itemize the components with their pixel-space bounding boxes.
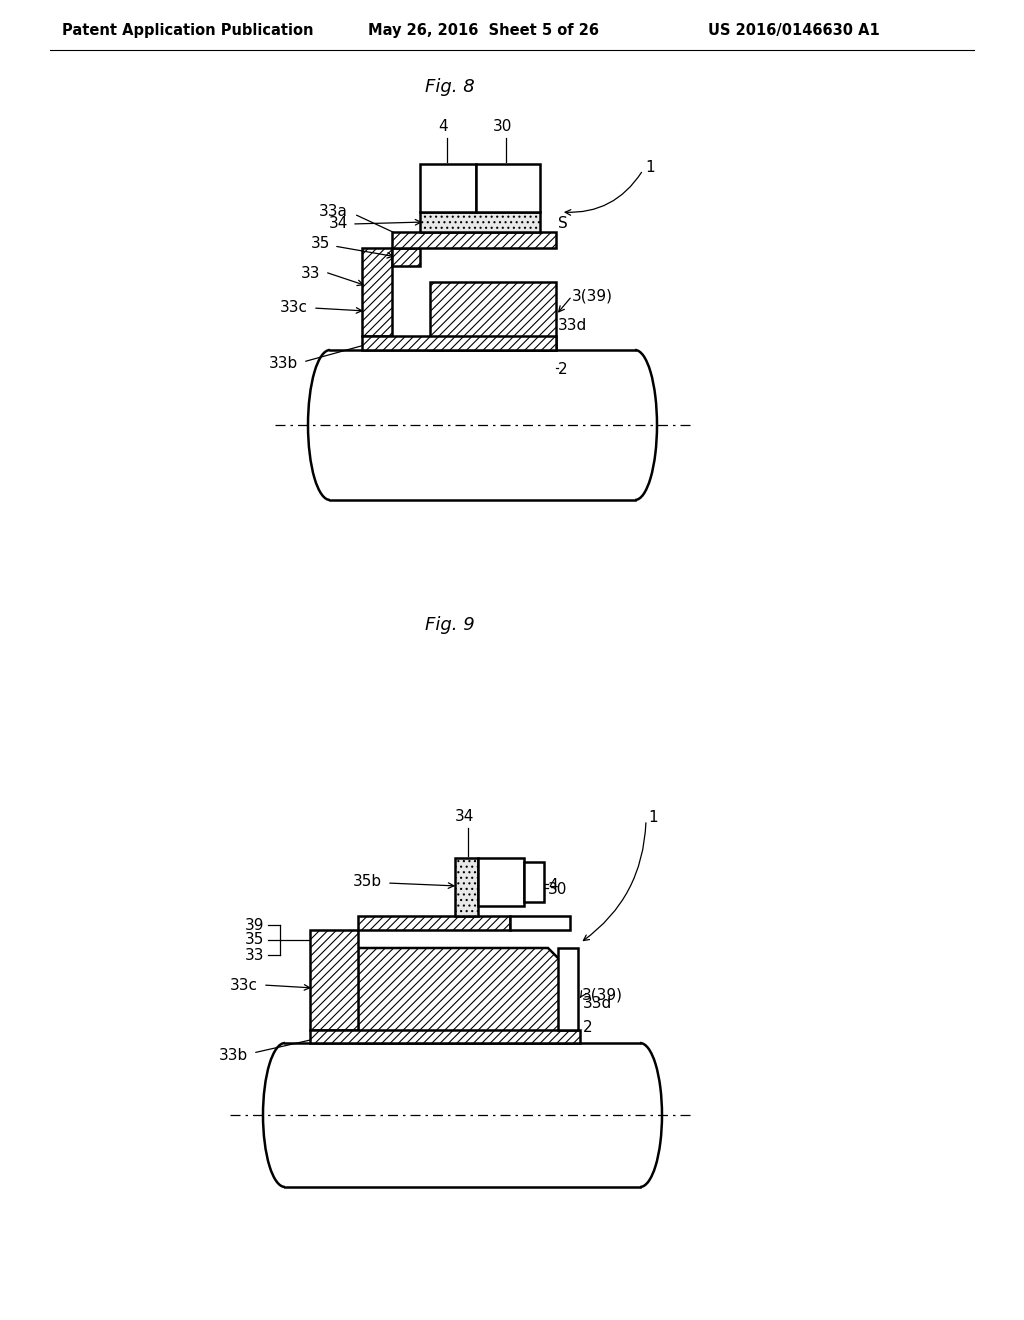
Text: 33c: 33c	[280, 301, 308, 315]
Text: 34: 34	[329, 216, 348, 231]
Text: US 2016/0146630 A1: US 2016/0146630 A1	[708, 22, 880, 38]
Bar	[455, 858, 478, 916]
Bar	[430, 282, 556, 350]
Text: 3(39): 3(39)	[582, 987, 623, 1002]
Text: 35: 35	[245, 932, 264, 948]
Text: 4: 4	[438, 119, 447, 135]
Bar	[358, 916, 510, 931]
Text: 33: 33	[245, 948, 264, 962]
Text: 33e: 33e	[516, 917, 545, 932]
Text: 35: 35	[310, 236, 330, 252]
Bar	[420, 164, 476, 213]
Text: May 26, 2016  Sheet 5 of 26: May 26, 2016 Sheet 5 of 26	[368, 22, 599, 38]
Text: 3(39): 3(39)	[572, 289, 613, 304]
Bar	[310, 931, 358, 1030]
Text: 35a: 35a	[395, 917, 424, 932]
Text: Fig. 8: Fig. 8	[425, 78, 475, 96]
Text: 33b: 33b	[268, 356, 298, 371]
Bar	[392, 232, 556, 248]
Bar	[510, 916, 570, 931]
Text: 34: 34	[456, 809, 475, 824]
Text: 30: 30	[493, 119, 512, 135]
Text: 33d: 33d	[558, 318, 587, 333]
Text: 35b: 35b	[353, 874, 382, 888]
Bar	[478, 858, 524, 906]
Text: 33a: 33a	[319, 205, 348, 219]
Text: 1: 1	[645, 160, 654, 174]
Bar	[392, 248, 420, 267]
Bar	[558, 948, 578, 1030]
Bar	[524, 862, 544, 902]
Text: 33c: 33c	[230, 978, 258, 993]
Text: 33b: 33b	[219, 1048, 248, 1063]
Bar	[362, 337, 556, 350]
Bar	[476, 164, 540, 213]
Text: Fig. 9: Fig. 9	[425, 616, 475, 634]
Text: 39: 39	[245, 917, 264, 932]
Text: 1: 1	[648, 810, 657, 825]
Text: S: S	[558, 216, 567, 231]
Text: 33d: 33d	[583, 995, 612, 1011]
Text: 2: 2	[558, 363, 567, 378]
Text: 33: 33	[300, 267, 319, 281]
Bar	[420, 213, 540, 232]
Bar	[310, 1030, 580, 1043]
Bar	[362, 248, 392, 337]
Text: 4: 4	[548, 879, 558, 894]
Text: Patent Application Publication: Patent Application Publication	[62, 22, 313, 38]
Polygon shape	[358, 948, 570, 1043]
Text: 2: 2	[583, 1020, 593, 1035]
Text: 30: 30	[548, 883, 567, 898]
